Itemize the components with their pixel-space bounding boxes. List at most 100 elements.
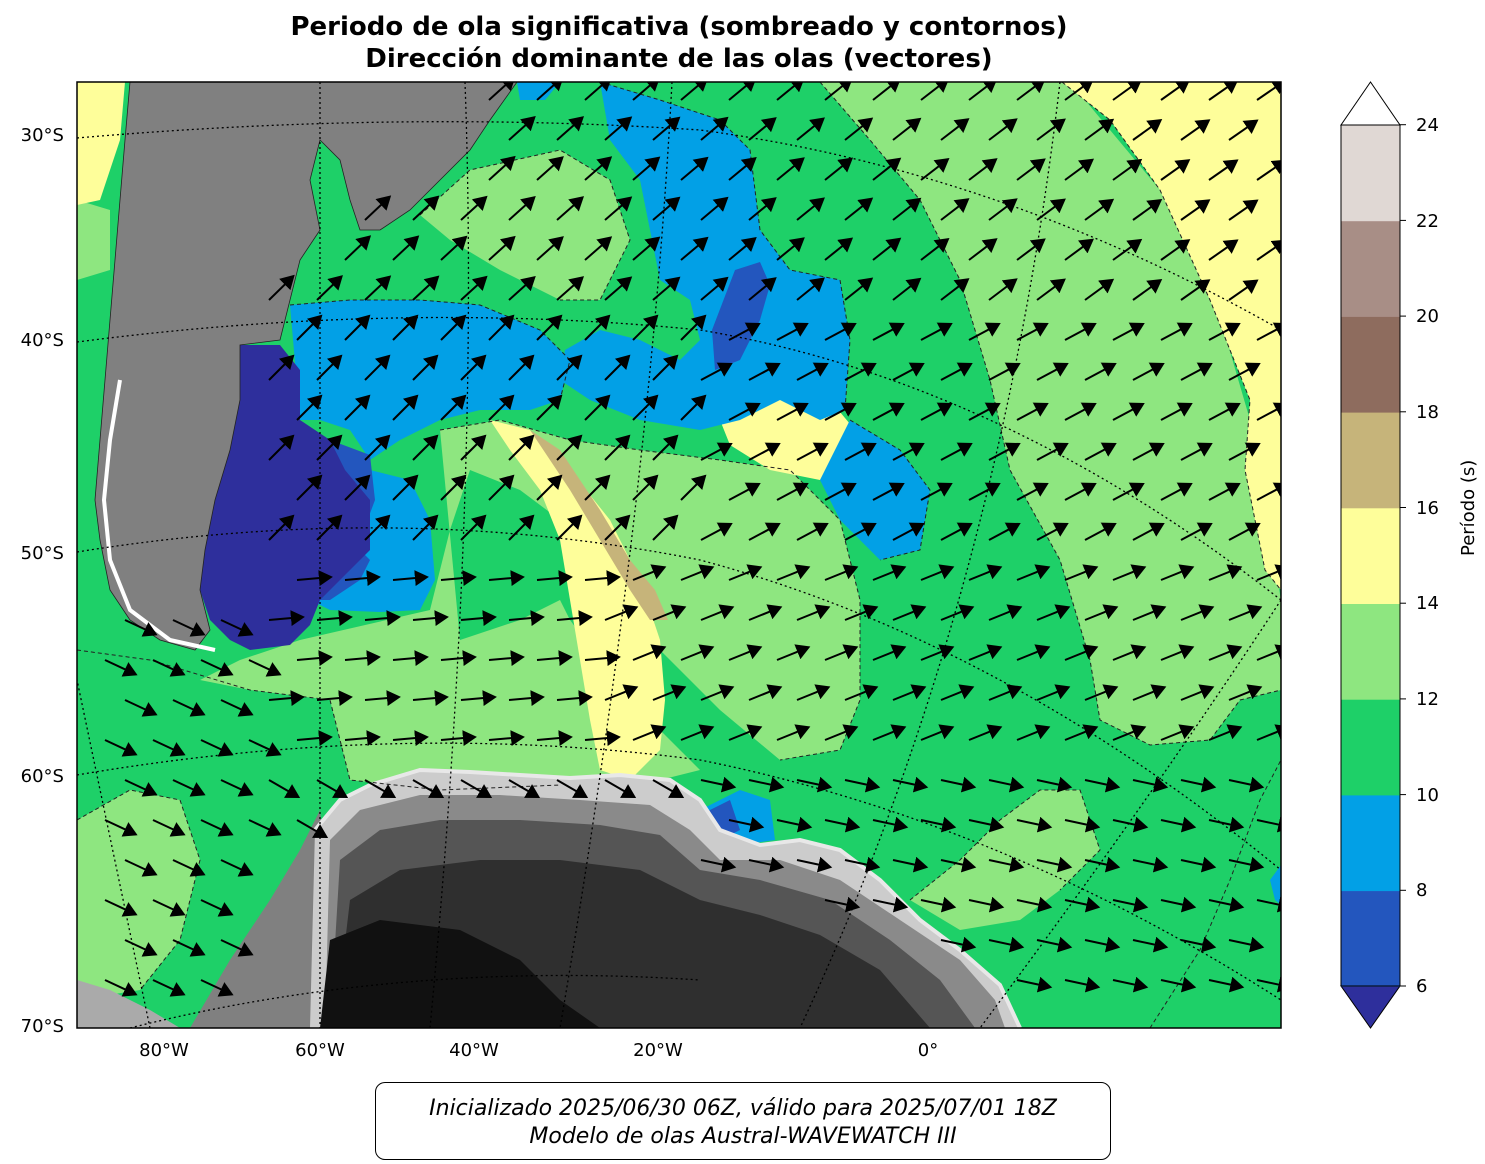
wave-vector-arrow	[824, 644, 859, 661]
wave-vector-arrow	[296, 730, 333, 747]
wave-vector-arrow	[1180, 442, 1213, 461]
wave-vector-arrow	[824, 724, 859, 741]
wave-vector-arrow	[1132, 936, 1169, 953]
wave-vector-arrow	[748, 856, 785, 873]
wave-vector-arrow	[412, 610, 449, 627]
wave-vector-arrow	[632, 474, 659, 501]
wave-vector-arrow	[940, 362, 973, 381]
wave-vector-arrow	[680, 394, 707, 421]
colorbar-segment	[1341, 699, 1400, 796]
wave-vector-arrow	[508, 514, 535, 541]
wave-vector-arrow	[536, 236, 564, 261]
wave-vector-arrow	[1180, 936, 1217, 953]
wave-vector-arrow	[632, 564, 667, 581]
wave-vector-arrow	[1132, 522, 1165, 541]
wave-vector-arrow	[460, 690, 497, 707]
wave-vector-arrow	[700, 856, 737, 873]
wave-vector-arrow	[604, 354, 631, 381]
wave-vector-arrow	[1016, 564, 1051, 581]
wave-vector-arrow	[1084, 684, 1119, 701]
wave-vector-arrow	[460, 779, 493, 799]
wave-vector-arrow	[872, 237, 902, 261]
wave-vector-arrow	[1256, 482, 1281, 501]
wave-vector-arrow	[412, 779, 445, 799]
wave-vector-arrow	[268, 779, 301, 799]
wave-vector-arrow	[728, 157, 757, 181]
wave-vector-arrow	[920, 402, 953, 421]
wave-vector-arrow	[824, 402, 857, 421]
wave-vector-arrow	[1084, 856, 1121, 873]
wave-vector-arrow	[728, 816, 765, 833]
wave-vector-arrow	[556, 690, 593, 707]
colorbar-segment	[1341, 220, 1400, 317]
wave-vector-arrow	[1036, 684, 1071, 701]
wave-vector-arrow	[892, 522, 925, 541]
wave-vector-arrow	[1016, 724, 1051, 741]
wave-vector-arrow	[1064, 564, 1099, 581]
wave-vector-arrow	[920, 564, 955, 581]
wave-vector-arrow	[1160, 322, 1193, 341]
wave-vector-arrow	[776, 157, 805, 181]
wave-vector-arrow	[968, 896, 1005, 913]
wave-vector-arrow	[536, 650, 573, 667]
wave-vector-arrow	[776, 482, 809, 501]
wave-vector-arrow	[200, 739, 234, 757]
wave-vector-arrow	[1036, 936, 1073, 953]
wave-vector-arrow	[1112, 564, 1147, 581]
wave-vector-arrow	[680, 236, 709, 261]
wave-vector-arrow	[1036, 442, 1069, 461]
wave-vector-arrow	[440, 730, 477, 747]
wave-vector-arrow	[488, 314, 515, 341]
wave-vector-arrow	[652, 684, 687, 701]
wave-vector-arrow	[460, 434, 487, 461]
wave-vector-arrow	[604, 604, 639, 621]
colorbar-tick-8: 8	[1416, 880, 1428, 901]
wave-vector-arrow	[124, 859, 158, 877]
wave-vector-arrow	[1180, 684, 1215, 701]
wave-vector-arrow	[1064, 724, 1099, 741]
wave-vector-arrow	[1208, 82, 1239, 101]
run-info-box: Inicializado 2025/06/30 06Z, válido para…	[375, 1082, 1111, 1160]
wave-vector-arrow	[1180, 604, 1215, 621]
wave-vector-arrow	[268, 610, 305, 627]
wave-vector-arrow	[920, 724, 955, 741]
wave-vector-arrow	[968, 724, 1003, 741]
wave-vector-arrow	[268, 514, 295, 541]
wave-vector-arrow	[412, 514, 439, 541]
wave-vector-arrow	[364, 690, 401, 707]
colorbar-tick-18: 18	[1416, 402, 1439, 423]
wave-vector-arrow	[632, 314, 659, 341]
wave-vector-arrow	[392, 650, 429, 667]
wave-vector-arrow	[700, 522, 733, 541]
wave-vector-arrow	[556, 354, 583, 381]
wave-vector-arrow	[940, 522, 973, 541]
wave-vector-arrow	[940, 278, 970, 301]
wave-vector-arrow	[1228, 362, 1261, 381]
wave-vector-arrow	[776, 816, 813, 833]
wave-vector-arrow	[316, 610, 353, 627]
colorbar-segment	[1341, 794, 1400, 892]
colorbar-frame	[1340, 124, 1401, 987]
lon-label-20w: 20°W	[633, 1040, 683, 1061]
wave-vector-arrow	[872, 644, 907, 661]
wave-vector-arrow	[316, 514, 343, 541]
lon-label-40w: 40°W	[449, 1040, 499, 1061]
wave-vector-arrow	[796, 522, 829, 541]
wave-vector-arrow	[796, 684, 831, 701]
wave-vector-arrow	[488, 235, 516, 261]
wave-vector-arrow	[1132, 442, 1165, 461]
wave-vector-arrow	[1064, 482, 1097, 501]
wave-vector-arrow	[1084, 936, 1121, 953]
wave-vector-arrow	[988, 604, 1023, 621]
lon-label-60w: 60°W	[295, 1040, 345, 1061]
wave-vector-arrow	[296, 474, 323, 501]
wave-vector-arrow	[1180, 362, 1213, 381]
wave-vector-arrow	[248, 659, 282, 677]
wave-vector-arrow	[604, 684, 639, 701]
wave-vector-arrow	[1208, 816, 1245, 833]
wave-vector-arrow	[268, 354, 295, 381]
band-8-10-north	[560, 82, 850, 430]
wave-vector-arrow	[604, 779, 637, 799]
colorbar-segment	[1341, 412, 1400, 509]
lat-label-60s: 60°S	[20, 766, 64, 787]
